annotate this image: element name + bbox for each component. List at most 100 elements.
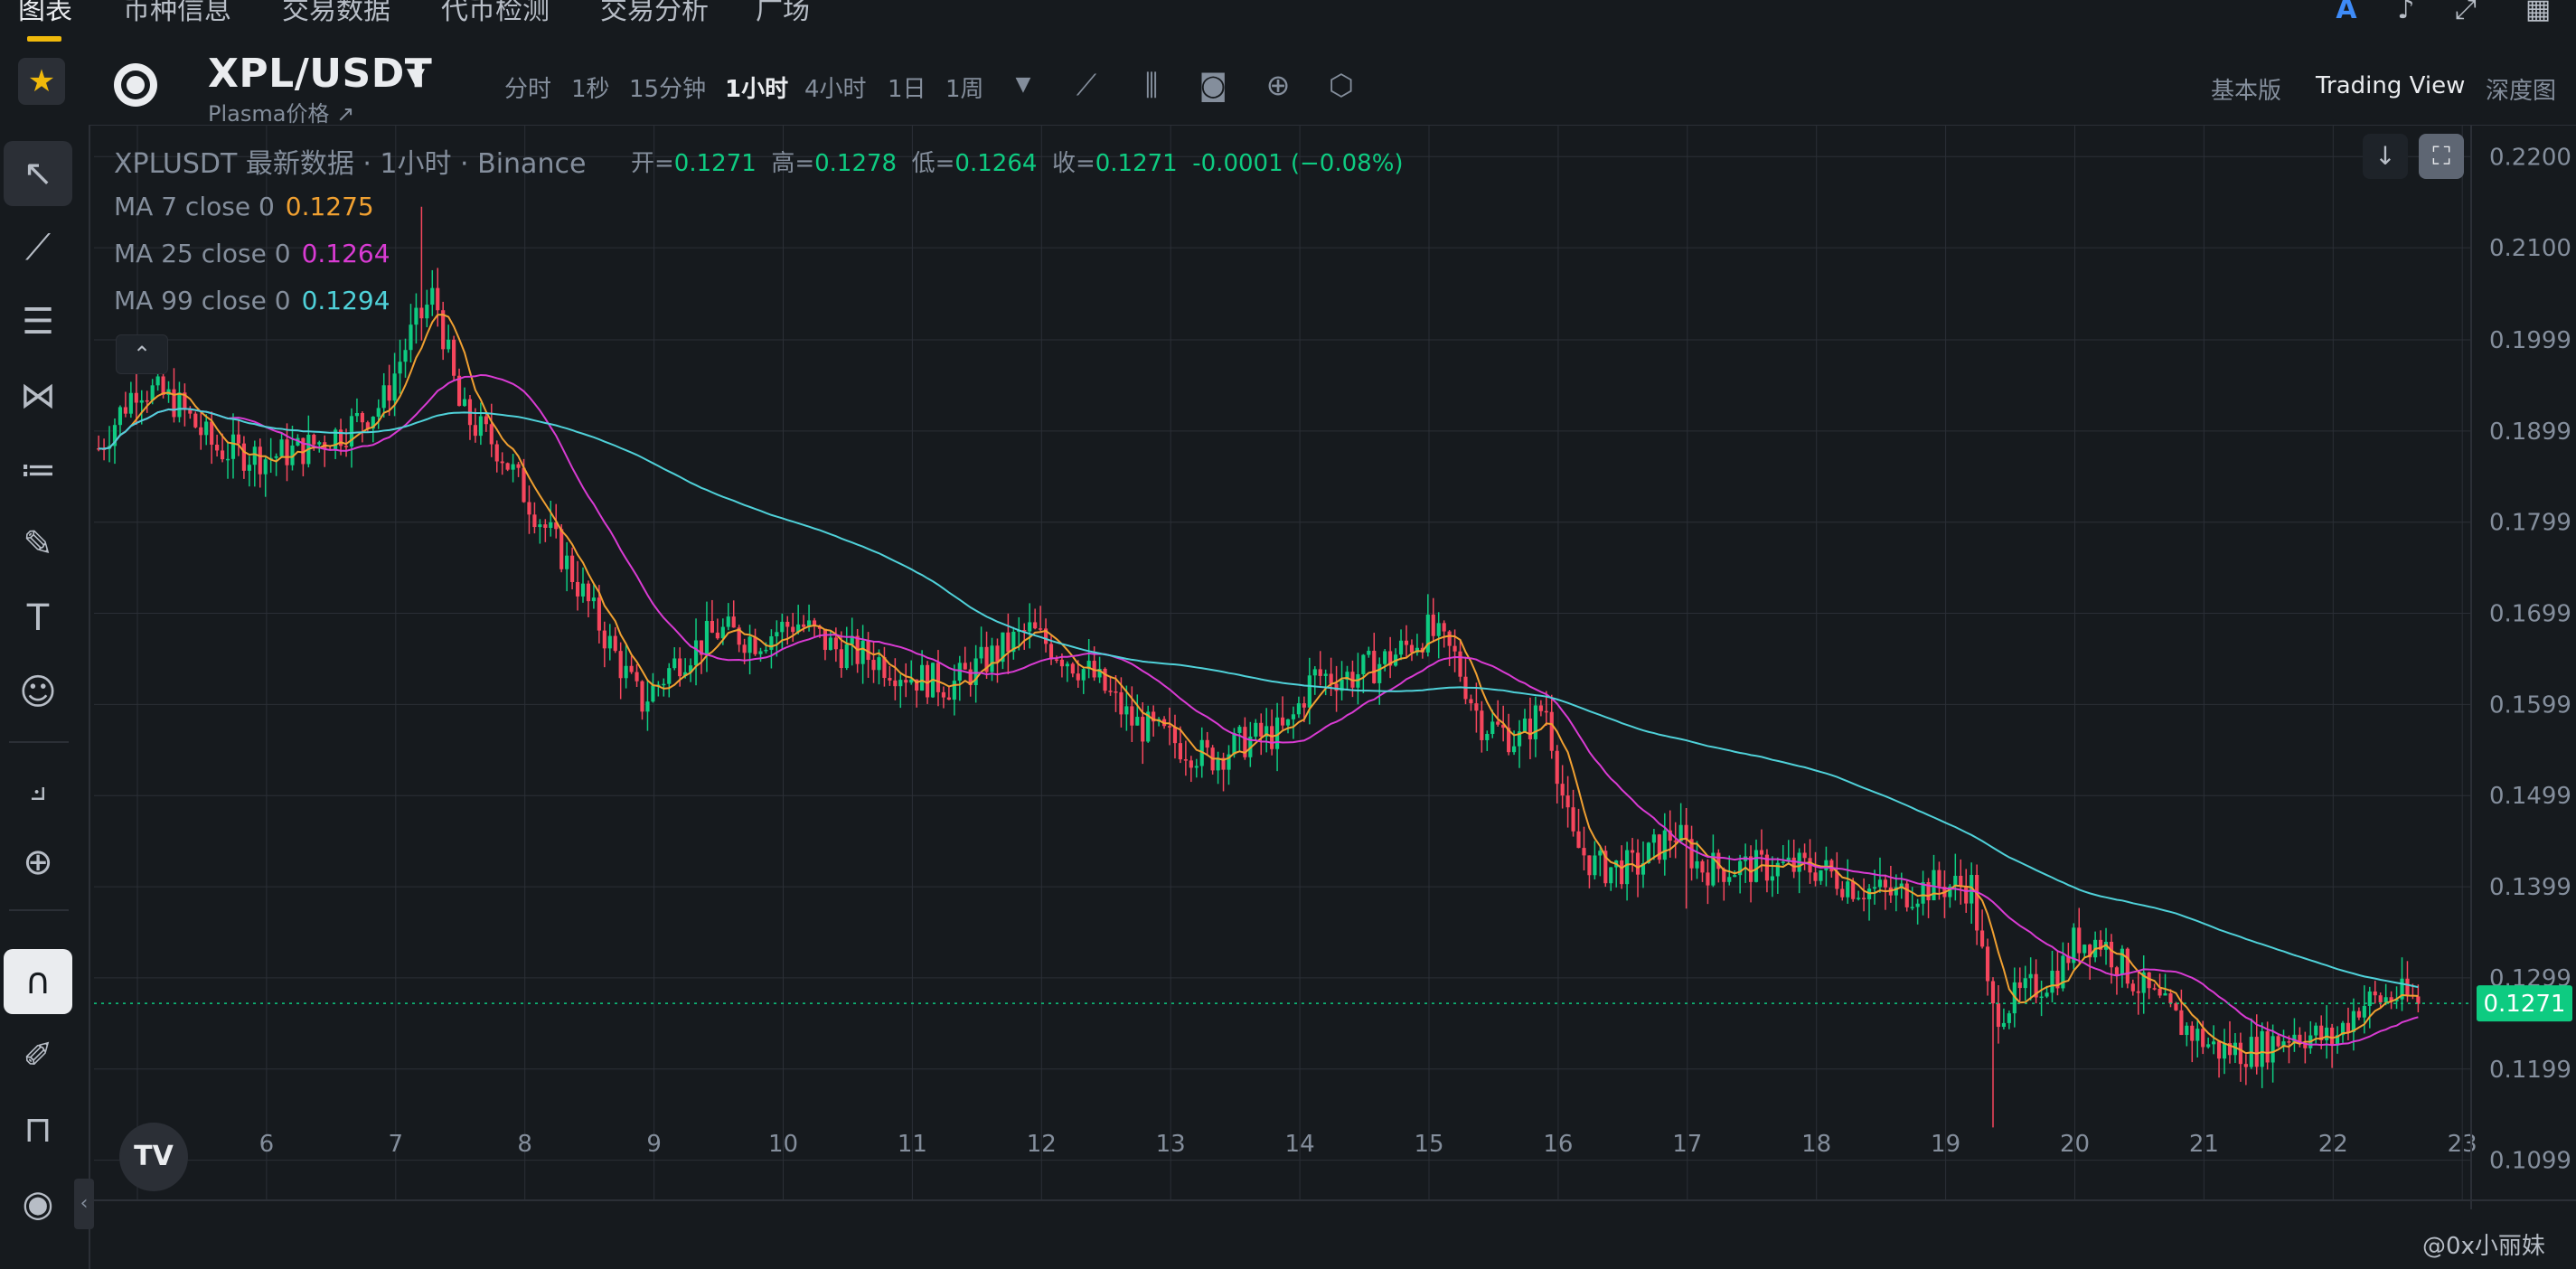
interval-more-caret-icon[interactable]: ▼ [1015, 73, 1031, 96]
candle-body [1167, 726, 1172, 728]
candle-body [1996, 1003, 2001, 1028]
candle-body [150, 385, 155, 400]
candle-body [2340, 1022, 2346, 1036]
candle-body [2120, 948, 2124, 975]
view-tradingview[interactable]: Trading View [2316, 72, 2466, 99]
bell-icon[interactable]: ♪ [2397, 0, 2415, 25]
x-tick-label: 12 [1027, 1131, 1057, 1158]
lock-drawing-icon[interactable]: ✐ [23, 1035, 53, 1076]
zoom-icon[interactable]: ⊕ [23, 841, 53, 883]
interval-4h[interactable]: 4小时 [804, 76, 867, 103]
watermark: @0x小丽妹 [2422, 1233, 2545, 1260]
fib-icon[interactable]: ≔ [20, 449, 56, 491]
candle-body [753, 636, 757, 654]
emoji-icon[interactable]: ☺ [19, 672, 57, 713]
collapse-toolbar-button[interactable]: ‹ [74, 1179, 94, 1229]
chart-type-line-icon[interactable]: ⟋ [1076, 68, 1097, 102]
candle-body [317, 442, 322, 445]
candle-body [1028, 622, 1032, 632]
candle-body [1227, 754, 1231, 770]
view-basic[interactable]: 基本版 [2211, 78, 2282, 105]
interval-1h[interactable]: 1小时 [725, 76, 789, 103]
candle-body [1178, 743, 1183, 760]
candle-body [973, 658, 978, 686]
candle-body [494, 444, 499, 462]
open-value: 0.1271 [673, 150, 757, 177]
candle-body [2125, 948, 2129, 984]
candle-body [957, 663, 962, 682]
candle-body [2185, 1025, 2189, 1036]
unlock-icon[interactable]: ⊓ [24, 1109, 52, 1151]
ma7-value: 0.1275 [285, 192, 374, 221]
layout-icon[interactable]: ▦ [2524, 0, 2552, 25]
candle-body [1603, 851, 1608, 884]
text-icon[interactable]: T [26, 597, 50, 639]
interval-1s[interactable]: 1秒 [571, 76, 610, 103]
change-value: -0.0001 (−0.08%) [1192, 150, 1404, 177]
candle-body [860, 640, 865, 664]
candle-body [2034, 973, 2038, 998]
candle-body [1490, 721, 1495, 735]
interval-tick[interactable]: 分时 [504, 76, 552, 103]
candle-body [1851, 881, 1856, 899]
nav-tab-trading-data[interactable]: 交易数据 [282, 0, 390, 26]
pattern-icon[interactable]: ⋈ [20, 375, 56, 417]
nav-tab-trade-analysis[interactable]: 交易分析 [600, 0, 709, 26]
view-depth[interactable]: 深度图 [2486, 78, 2557, 105]
candles-icon[interactable]: ⫼ [1144, 68, 1159, 102]
nav-tab-square[interactable]: 广场 [756, 0, 810, 26]
interval-1w[interactable]: 1周 [945, 76, 984, 103]
ai-icon[interactable]: A [2336, 0, 2357, 25]
interval-1d[interactable]: 1日 [888, 76, 926, 103]
cursor-icon[interactable]: ↖ [4, 141, 72, 206]
horizontal-lines-icon[interactable]: ☰ [22, 301, 54, 343]
candle-body [2212, 1041, 2216, 1045]
expand-icon[interactable]: ⤢ [2455, 0, 2477, 25]
caret-down-icon[interactable]: ▼ [407, 63, 425, 90]
trend-line-icon[interactable]: ⟋ [25, 227, 51, 268]
candle-body [796, 624, 801, 633]
candle-body [1528, 719, 1533, 739]
candle-body [172, 389, 176, 418]
candle-body [1367, 651, 1371, 655]
candle-body [2287, 1041, 2291, 1043]
favorite-star-icon[interactable]: ★ [18, 58, 65, 105]
nav-tab-chart[interactable]: 图表 [18, 0, 72, 26]
candle-body [1086, 661, 1091, 670]
candle-body [1932, 870, 1936, 901]
drawing-toolbar: ↖ ⟋ ☰ ⋈ ≔ ✎ T ☺ ⟓ ⊕ ∩ ✐ ⊓ ◉ [0, 125, 90, 1269]
nav-tab-token-check[interactable]: 代币检测 [441, 0, 550, 26]
camera-icon[interactable]: ◙ [1199, 68, 1227, 102]
candle-body [2136, 991, 2140, 993]
candle-body [1146, 711, 1151, 742]
collapse-legend-button[interactable]: ⌃ [116, 334, 168, 374]
pair-selector[interactable]: XPL/USDT [208, 51, 433, 97]
brush-icon[interactable]: ✎ [23, 523, 53, 565]
pair-subtitle-link[interactable]: Plasma价格 ↗ [208, 101, 355, 127]
candle-body [1377, 663, 1382, 683]
y-tick-label: 0.2100 [2489, 235, 2571, 262]
ruler-icon[interactable]: ⟓ [29, 767, 47, 809]
candle-body [274, 456, 278, 458]
x-tick-label: 18 [1801, 1131, 1831, 1158]
eye-icon[interactable]: ◉ [22, 1183, 54, 1225]
interval-15m[interactable]: 15分钟 [629, 76, 707, 103]
candle-body [2265, 1030, 2270, 1063]
screenshot-mode-icon[interactable]: ⛶ [2419, 134, 2464, 179]
candle-body [1172, 727, 1178, 744]
candle-body [290, 445, 295, 465]
candle-body [1409, 644, 1415, 653]
candle-body [1872, 887, 1877, 889]
candle-body [597, 597, 601, 631]
candle-body [2109, 941, 2114, 968]
candle-body [505, 463, 510, 470]
candle-body [984, 646, 989, 672]
candle-body [462, 399, 467, 407]
settings-icon[interactable]: ⬡ [1329, 68, 1354, 102]
add-indicator-icon[interactable]: ⊕ [1265, 68, 1291, 102]
price-chart[interactable]: 0.2200 0.2100 0.1999 0.1899 0.1799 0.1699 0.15… [94, 125, 2576, 1209]
magnet-icon[interactable]: ∩ [4, 949, 72, 1014]
candle-body [1835, 871, 1839, 889]
nav-tab-coin-info[interactable]: 币种信息 [123, 0, 231, 26]
download-icon[interactable]: ↓ [2363, 134, 2408, 179]
